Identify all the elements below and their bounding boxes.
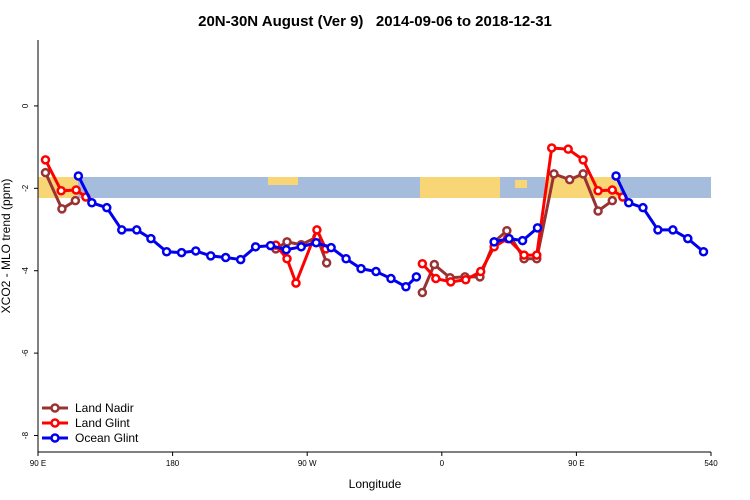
marker [489, 237, 499, 247]
x-tick-label: 180 [166, 459, 180, 468]
marker [460, 275, 471, 285]
marker [102, 202, 112, 213]
marker [371, 266, 381, 277]
marker [417, 287, 428, 298]
marker [311, 237, 321, 248]
y-tick-label: -8 [21, 431, 30, 439]
marker [282, 237, 292, 247]
marker [40, 155, 51, 165]
marker [401, 282, 411, 292]
x-tick-label: 90 W [298, 459, 317, 468]
marker [563, 144, 573, 154]
marker [593, 186, 603, 196]
marker [282, 254, 292, 264]
marker [683, 233, 693, 244]
marker [607, 185, 618, 195]
y-tick-label: -4 [21, 267, 30, 275]
marker [87, 197, 97, 208]
marker [131, 225, 142, 235]
marker [504, 233, 514, 244]
marker [291, 278, 301, 288]
marker [411, 272, 422, 282]
map-land [515, 180, 527, 188]
marker [532, 223, 543, 233]
marker [623, 197, 634, 208]
marker [73, 171, 84, 181]
map-strip [38, 177, 711, 198]
marker [312, 225, 322, 235]
map-ocean [38, 177, 711, 198]
marker [321, 258, 332, 268]
marker [519, 250, 529, 260]
marker [146, 233, 156, 244]
legend-label: Land Nadir [75, 401, 134, 415]
marker [40, 167, 51, 178]
marker [71, 185, 81, 195]
x-tick-label: 0 [440, 459, 445, 468]
marker [191, 246, 201, 256]
marker [205, 251, 216, 261]
marker [593, 206, 603, 216]
marker [638, 202, 648, 213]
marker [517, 235, 528, 246]
marker [653, 225, 663, 235]
marker [578, 169, 588, 179]
marker [250, 242, 261, 252]
chart-title: 20N-30N August (Ver 9) 2014-09-06 to 201… [198, 13, 552, 30]
x-axis-label: Longitude [349, 477, 402, 491]
legend-marker [50, 418, 60, 428]
legend-label: Ocean Glint [75, 431, 139, 445]
marker [611, 171, 621, 181]
marker [57, 204, 67, 214]
y-tick-label: -2 [21, 184, 30, 192]
marker [578, 155, 588, 165]
x-tick-label: 90 E [30, 459, 46, 468]
y-tick-label: -6 [21, 349, 30, 357]
marker [176, 247, 187, 258]
marker [607, 195, 618, 206]
marker [117, 225, 127, 235]
marker [429, 259, 440, 270]
marker [546, 143, 557, 153]
marker [70, 195, 81, 206]
marker [564, 174, 575, 185]
x-tick-label: 540 [704, 459, 718, 468]
marker [386, 273, 396, 284]
marker [356, 263, 366, 274]
marker [220, 252, 231, 263]
marker [265, 240, 276, 251]
legend-marker [50, 433, 60, 443]
marker [668, 225, 678, 235]
marker [549, 169, 559, 179]
map-land [268, 177, 298, 185]
marker [281, 244, 292, 255]
marker [502, 226, 512, 236]
marker [296, 242, 306, 252]
marker [341, 254, 351, 264]
map-land [420, 177, 500, 198]
legend-label: Land Glint [75, 416, 130, 430]
marker [161, 247, 172, 257]
marker [56, 186, 66, 196]
x-tick-label: 90 E [568, 459, 584, 468]
marker [446, 277, 456, 287]
marker [417, 258, 428, 269]
legend-marker [50, 403, 60, 413]
marker [698, 247, 709, 257]
y-axis-label: XCO2 - MLO trend (ppm) [0, 179, 13, 314]
marker [235, 254, 246, 265]
marker [532, 250, 542, 260]
marker [431, 273, 441, 284]
y-tick-label: 0 [21, 103, 30, 108]
marker [326, 242, 336, 253]
marker [475, 266, 486, 277]
